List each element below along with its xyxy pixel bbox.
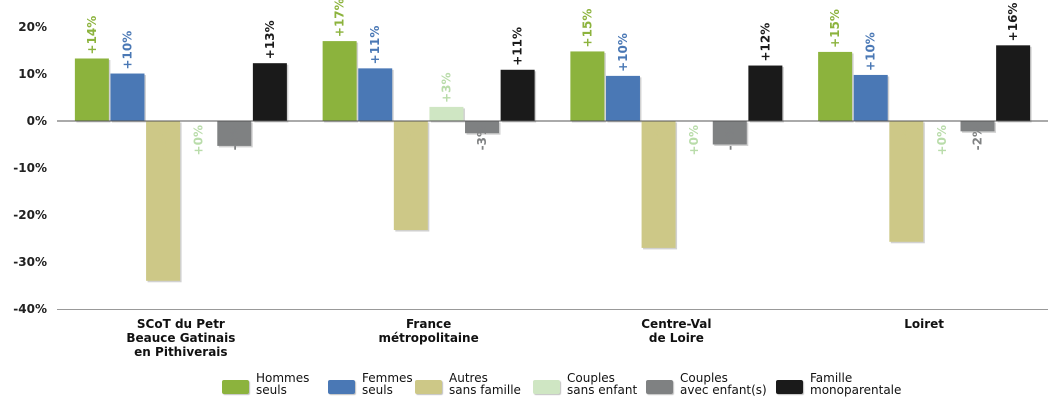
legend-label-line: monoparentale — [810, 383, 902, 397]
data-label: +13% — [263, 20, 277, 59]
bar — [889, 121, 924, 242]
data-label: -23% — [404, 125, 418, 159]
bar — [465, 121, 500, 134]
category-label: Beauce Gatinais — [126, 331, 235, 345]
legend-swatch — [533, 380, 560, 394]
legend-label-line: seuls — [256, 383, 287, 397]
category-label: Centre-Val — [641, 317, 711, 331]
data-label: +15% — [828, 9, 842, 48]
legend-label: Femmes seuls — [362, 372, 472, 396]
bar — [500, 69, 535, 121]
y-tick-label: -40% — [13, 302, 47, 316]
data-label: +12% — [758, 23, 772, 62]
bar — [146, 121, 181, 281]
data-label: +10% — [120, 31, 134, 70]
legend-label-line: seuls — [362, 383, 393, 397]
bar — [960, 121, 995, 132]
category-label: en Pithiverais — [134, 345, 227, 359]
grouped-bar-chart: 20% 10% 0% -10% -20% -30% -40% +14% +17% +15% +15%… — [13, 0, 1048, 359]
bar — [429, 106, 464, 121]
legend-label: Hommes seuls — [256, 372, 366, 396]
legend-swatch — [328, 380, 355, 394]
legend-swatch — [776, 380, 803, 394]
data-label: +10% — [616, 33, 630, 72]
legend-label-line: Femmes — [362, 371, 413, 385]
legend-swatch — [222, 380, 249, 394]
legend-label: Couples avec enfant(s) — [680, 372, 790, 396]
data-label: +11% — [511, 27, 525, 66]
legend-item[interactable]: Hommes seuls — [222, 372, 366, 396]
y-tick-label: -10% — [13, 161, 47, 175]
data-label: -26% — [899, 125, 913, 159]
legend-label-line: Couples — [567, 371, 615, 385]
category-label: SCoT du Petr — [137, 317, 225, 331]
y-tick-label: 0% — [27, 114, 47, 128]
bar — [853, 74, 888, 121]
category-label: de Loire — [649, 331, 704, 345]
y-tick-label: -20% — [13, 208, 47, 222]
data-label: +0% — [687, 125, 701, 155]
data-label: +14% — [85, 16, 99, 55]
data-label: +3% — [439, 72, 453, 102]
data-label: -5% — [227, 125, 241, 150]
legend-swatch — [646, 380, 673, 394]
legend-label: Famille monoparentale — [810, 372, 920, 396]
bar — [641, 121, 676, 248]
bar — [110, 73, 145, 121]
legend-label: Couples sans enfant — [567, 372, 677, 396]
legend-item[interactable]: Femmes seuls — [328, 372, 472, 396]
data-label: -27% — [652, 125, 666, 159]
bar — [74, 58, 109, 121]
category-label: Loiret — [904, 317, 944, 331]
legend-label-line: sans famille — [449, 383, 521, 397]
bar — [748, 65, 783, 121]
legend-item[interactable]: Couples avec enfant(s) — [646, 372, 790, 396]
legend-item[interactable]: Couples sans enfant — [533, 372, 677, 396]
data-label: +16% — [1006, 3, 1020, 42]
bar — [996, 45, 1031, 121]
category-label: métropolitaine — [379, 331, 479, 345]
legend-label: Autres sans famille — [449, 372, 559, 396]
chart-legend: Hommes seuls Femmes seuls Autres sans famille… — [0, 372, 1048, 401]
bar — [322, 41, 357, 121]
category-label: France — [406, 317, 451, 331]
data-label: +11% — [368, 26, 382, 65]
legend-swatch — [415, 380, 442, 394]
data-label: +10% — [864, 32, 878, 71]
legend-item[interactable]: Famille monoparentale — [776, 372, 920, 396]
legend-label-line: Hommes — [256, 371, 310, 385]
data-label: -3% — [475, 125, 489, 150]
bar — [252, 63, 287, 121]
data-label: -34% — [156, 125, 170, 159]
bar — [570, 51, 605, 121]
data-label: +17% — [333, 0, 347, 37]
bar — [818, 51, 853, 121]
bar — [393, 121, 428, 231]
bar — [358, 68, 393, 121]
bar — [605, 75, 640, 121]
y-tick-label: -30% — [13, 255, 47, 269]
bar — [712, 121, 747, 145]
y-tick-label: 20% — [18, 20, 47, 34]
y-tick-label: 10% — [18, 67, 47, 81]
data-label: +15% — [580, 9, 594, 48]
legend-label-line: avec enfant(s) — [680, 383, 767, 397]
legend-label-line: Famille — [810, 371, 853, 385]
legend-item[interactable]: Autres sans famille — [415, 372, 559, 396]
data-label: -5% — [723, 125, 737, 150]
data-label: -2% — [971, 125, 985, 150]
data-label: +0% — [192, 125, 206, 155]
legend-label-line: Couples — [680, 371, 728, 385]
data-label: +0% — [935, 125, 949, 155]
bar — [217, 121, 252, 146]
legend-label-line: sans enfant — [567, 383, 638, 397]
legend-label-line: Autres — [449, 371, 488, 385]
